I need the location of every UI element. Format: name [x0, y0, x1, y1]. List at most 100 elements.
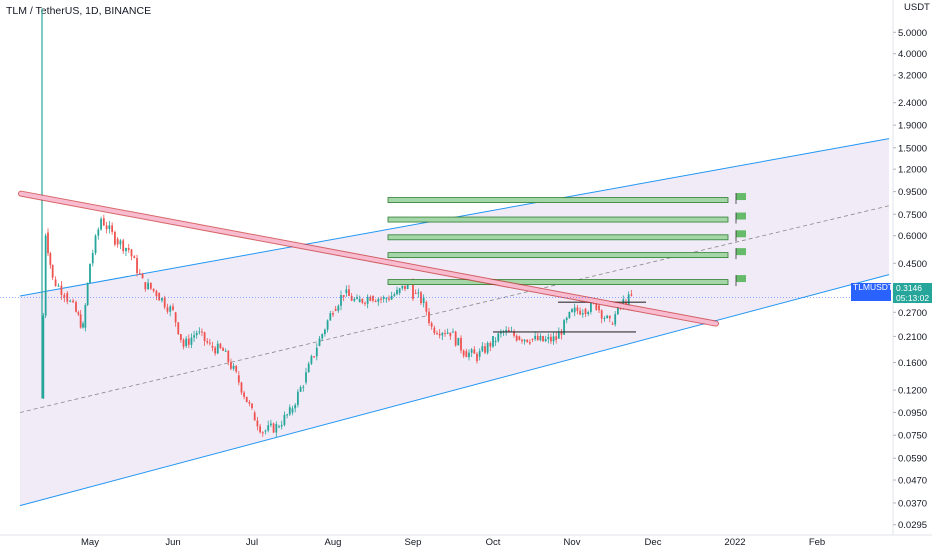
candle-body	[84, 305, 87, 328]
candle-body	[600, 310, 603, 319]
candle-body	[587, 311, 590, 315]
target-flag-icon	[736, 212, 746, 220]
candle-body	[353, 298, 356, 301]
candle-body	[606, 315, 608, 319]
price-tick-label: 0.0370	[898, 498, 927, 509]
candle-body	[195, 332, 198, 336]
candle-body	[401, 285, 404, 289]
candle-body	[42, 315, 45, 399]
annotations-layer	[0, 190, 890, 333]
candle-body	[72, 300, 74, 303]
candle-body	[372, 296, 374, 301]
candle-body	[158, 293, 161, 301]
candle-body	[627, 294, 630, 306]
time-tick-label: Jul	[246, 537, 258, 548]
channel-layer	[19, 138, 890, 507]
candle-body	[130, 249, 133, 257]
candle-body	[149, 282, 152, 289]
candle-body	[253, 412, 256, 421]
candle-body	[305, 372, 307, 383]
candle-body	[161, 298, 163, 301]
candle-body	[552, 336, 555, 342]
candle-countdown: 05:13:02	[896, 293, 930, 303]
candle-body	[579, 310, 581, 315]
candle-body	[361, 298, 364, 303]
price-tick-label: 4.0000	[898, 49, 927, 60]
candle-body	[201, 331, 203, 333]
candle-body	[144, 282, 147, 290]
target-flag-icon	[736, 230, 746, 238]
candle-body	[422, 297, 425, 304]
price-axis: USDT 5.0000 4.0000 3.2000 2.4000 1.9000 1.5000…	[892, 0, 930, 535]
candle-body	[163, 298, 166, 308]
candle-body	[332, 313, 334, 315]
candle-body	[326, 320, 329, 330]
candle-body	[245, 396, 248, 403]
candle-body	[446, 332, 449, 334]
candle-body	[105, 225, 108, 230]
target-flag-icon	[736, 248, 746, 256]
candle-body	[147, 282, 149, 290]
candle-body	[214, 347, 217, 354]
candle-body	[476, 353, 478, 362]
candle-body	[560, 331, 563, 335]
candle-body	[155, 290, 158, 297]
price-tick-label: 0.2100	[898, 332, 927, 343]
candle-body	[66, 293, 69, 302]
candle-body	[595, 303, 598, 310]
candle-body	[444, 333, 446, 335]
candle-body	[486, 342, 489, 353]
channel-lower-line	[19, 274, 890, 507]
candle-body	[222, 348, 224, 351]
candle-body	[603, 318, 606, 320]
candle-body	[127, 248, 130, 250]
candle-body	[438, 333, 441, 336]
candle-body	[86, 283, 89, 306]
candle-body	[382, 297, 385, 299]
candle-body	[111, 225, 114, 232]
candle-body	[240, 382, 243, 393]
candle-body	[573, 307, 576, 313]
candle-body	[288, 407, 291, 415]
price-tick-label: 3.2000	[898, 71, 927, 82]
candle-body	[334, 308, 337, 311]
channel-fill	[20, 138, 889, 506]
candle-body	[133, 256, 136, 259]
candles-layer	[41, 8, 633, 438]
candle-body	[57, 285, 60, 287]
candle-body	[358, 298, 361, 303]
candle-body	[310, 356, 313, 364]
candle-body	[136, 258, 138, 274]
candle-body	[507, 330, 510, 332]
price-tick-label: 1.9000	[898, 121, 927, 132]
candle-body	[177, 322, 180, 335]
candle-body	[100, 218, 102, 230]
candle-body	[283, 414, 286, 425]
price-axis-currency: USDT	[904, 2, 930, 13]
candle-body	[414, 293, 417, 295]
candle-body	[49, 253, 52, 265]
candle-body	[390, 295, 393, 300]
price-tick-label: 0.0750	[898, 431, 927, 442]
candle-body	[180, 334, 182, 340]
candle-body	[227, 350, 230, 363]
candle-body	[544, 339, 547, 342]
candle-body	[417, 292, 420, 294]
candle-body	[125, 248, 127, 252]
price-tick-label: 0.9500	[898, 187, 927, 198]
candle-body	[505, 330, 508, 332]
candle-body	[63, 294, 66, 298]
candle-body	[248, 402, 251, 404]
candle-body	[380, 298, 382, 300]
candle-body	[51, 264, 54, 278]
candle-body	[433, 327, 436, 334]
candle-body	[377, 298, 380, 302]
candle-body	[119, 240, 122, 245]
time-tick-label: Nov	[564, 537, 581, 548]
candle-body	[232, 365, 235, 369]
target-flag-icon	[736, 193, 746, 201]
candle-body	[79, 314, 82, 328]
candle-body	[278, 426, 280, 428]
time-tick-label: Feb	[809, 537, 825, 548]
